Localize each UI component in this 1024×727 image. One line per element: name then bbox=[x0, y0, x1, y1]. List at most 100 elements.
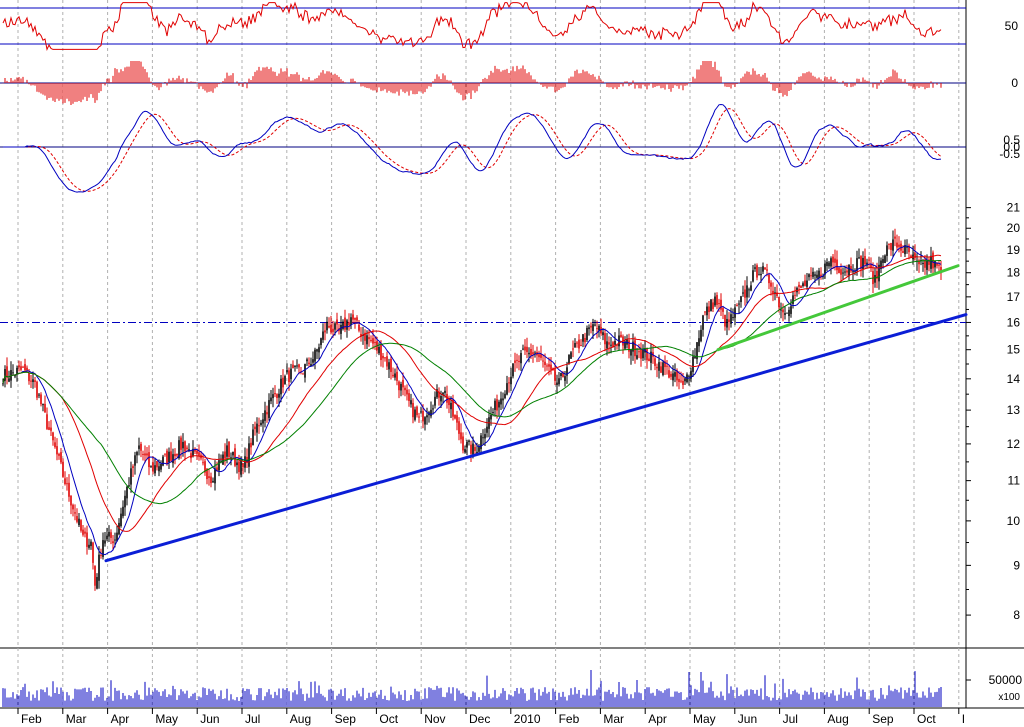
price-bar-body bbox=[348, 322, 350, 326]
price-bar-body bbox=[918, 260, 920, 265]
price-bar-body bbox=[390, 358, 392, 372]
price-bar-body bbox=[730, 314, 732, 324]
price-bar-body bbox=[676, 370, 678, 381]
price-bar-body bbox=[152, 462, 154, 472]
month-label: 2010 bbox=[514, 712, 541, 726]
price-bar-body bbox=[636, 355, 638, 359]
price-bar-body bbox=[436, 389, 438, 398]
price-bar-body bbox=[364, 332, 366, 341]
price-bar-body bbox=[594, 324, 596, 326]
price-bar-body bbox=[168, 451, 170, 463]
price-bar-body bbox=[218, 460, 220, 471]
price-bar-body bbox=[834, 258, 836, 263]
chart-frame bbox=[0, 0, 1024, 709]
price-bar-body bbox=[114, 539, 116, 541]
price-bar-body bbox=[446, 393, 448, 403]
macd-panel bbox=[0, 103, 966, 193]
price-bar-body bbox=[614, 340, 616, 345]
price-bar-body bbox=[356, 317, 358, 321]
price-bar-body bbox=[634, 340, 636, 357]
price-bar-body bbox=[518, 360, 520, 363]
month-label: Jul bbox=[783, 712, 798, 726]
price-bar-body bbox=[792, 295, 794, 304]
price-bar-body bbox=[922, 262, 924, 265]
volume-unit-label: x100 bbox=[998, 692, 1020, 703]
price-bar-body bbox=[718, 303, 720, 305]
price-bar-body bbox=[170, 451, 172, 461]
price-bar-body bbox=[906, 246, 908, 248]
price-bar-body bbox=[30, 380, 32, 382]
price-bar-body bbox=[316, 349, 318, 352]
price-bar-body bbox=[334, 323, 336, 330]
price-bar-body bbox=[252, 429, 254, 446]
price-bar-body bbox=[586, 327, 588, 341]
volume-panel bbox=[2, 670, 942, 707]
price-tick-label: 8 bbox=[1013, 608, 1020, 622]
price-bar-body bbox=[422, 411, 424, 422]
price-bar-body bbox=[322, 331, 324, 340]
price-bar-body bbox=[460, 432, 462, 440]
price-bar-body bbox=[90, 541, 92, 547]
price-bar-body bbox=[892, 239, 894, 251]
price-tick-label: 14 bbox=[1007, 372, 1021, 386]
price-bar-body bbox=[746, 285, 748, 298]
price-bar-body bbox=[326, 321, 328, 331]
price-bar-body bbox=[548, 364, 550, 367]
price-bar-body bbox=[228, 441, 230, 458]
price-bar-body bbox=[360, 333, 362, 337]
price-bar-body bbox=[272, 394, 274, 399]
price-bar-body bbox=[106, 535, 108, 540]
price-bar-body bbox=[344, 317, 346, 330]
price-bar-body bbox=[650, 351, 652, 363]
price-bar-body bbox=[22, 366, 24, 368]
price-bar-body bbox=[668, 370, 670, 378]
month-label: Aug bbox=[290, 712, 311, 726]
price-tick-label: 12 bbox=[1007, 437, 1021, 451]
price-bar-body bbox=[42, 403, 44, 406]
price-bar-body bbox=[24, 364, 26, 371]
price-bar-body bbox=[708, 306, 710, 313]
price-bar-body bbox=[304, 364, 306, 378]
price-bar-body bbox=[670, 373, 672, 377]
price-bar-body bbox=[662, 362, 664, 376]
price-bar-body bbox=[204, 461, 206, 473]
price-bar-body bbox=[582, 334, 584, 342]
price-bar-body bbox=[828, 262, 830, 267]
price-bar-body bbox=[592, 324, 594, 332]
price-bar-body bbox=[370, 339, 372, 341]
price-bar-body bbox=[148, 452, 150, 468]
price-tick-label: 21 bbox=[1007, 201, 1021, 215]
price-bar-body bbox=[756, 265, 758, 278]
price-bar-body bbox=[462, 436, 464, 451]
price-bar-body bbox=[212, 480, 214, 483]
price-bar-body bbox=[320, 338, 322, 346]
price-bar-body bbox=[494, 400, 496, 410]
price-bar-body bbox=[38, 394, 40, 396]
macd-tick-label: -0.5 bbox=[999, 147, 1020, 161]
price-bar-body bbox=[208, 476, 210, 479]
price-bar-body bbox=[558, 378, 560, 385]
price-bar-body bbox=[206, 468, 208, 480]
price-bar-body bbox=[382, 355, 384, 359]
price-bar-body bbox=[412, 402, 414, 418]
price-bar-body bbox=[194, 448, 196, 452]
price-bar-body bbox=[682, 380, 684, 385]
price-bar-body bbox=[764, 267, 766, 270]
price-bar-body bbox=[722, 308, 724, 312]
price-tick-label: 17 bbox=[1007, 290, 1021, 304]
price-bar-body bbox=[648, 358, 650, 362]
price-bar-body bbox=[298, 364, 300, 368]
price-bar-body bbox=[484, 434, 486, 439]
price-bar-body bbox=[404, 387, 406, 391]
price-bar-body bbox=[646, 348, 648, 361]
price-bar-body bbox=[394, 373, 396, 378]
price-bar-body bbox=[496, 399, 498, 411]
price-bar-body bbox=[840, 269, 842, 275]
price-bar-body bbox=[928, 259, 930, 265]
price-bar-body bbox=[174, 453, 176, 457]
price-bar-body bbox=[736, 305, 738, 307]
price-bar-body bbox=[328, 325, 330, 328]
price-bar-body bbox=[480, 435, 482, 450]
price-bar-body bbox=[34, 380, 36, 382]
price-bar-body bbox=[604, 333, 606, 345]
